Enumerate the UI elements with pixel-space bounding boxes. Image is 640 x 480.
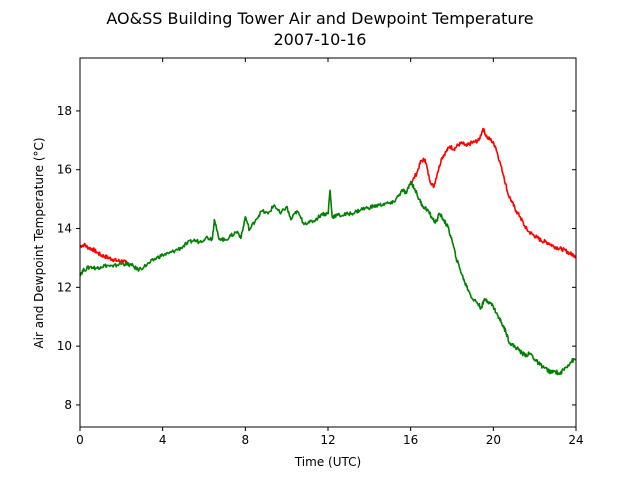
x-tick-label: 24 — [568, 433, 583, 447]
chart-subtitle: 2007-10-16 — [274, 30, 367, 49]
y-tick-label: 16 — [57, 163, 72, 177]
series-layer — [79, 127, 577, 376]
y-tick-label: 18 — [57, 104, 72, 118]
y-tick-label: 14 — [57, 222, 72, 236]
series-line-2 — [79, 180, 577, 376]
x-tick-label: 16 — [403, 433, 418, 447]
series-line-1 — [79, 127, 577, 266]
x-axis: 0 4 8 12 16 20 24 — [76, 58, 584, 447]
plot-frame — [79, 57, 577, 428]
y-tick-label: 10 — [57, 339, 72, 353]
x-tick-label: 12 — [320, 433, 335, 447]
y-tick-label: 12 — [57, 280, 72, 294]
x-tick-label: 20 — [486, 433, 501, 447]
chart-title: AO&SS Building Tower Air and Dewpoint Te… — [106, 9, 533, 28]
y-axis: 8 10 12 14 16 18 — [57, 104, 576, 412]
x-tick-label: 8 — [242, 433, 250, 447]
x-axis-label: Time (UTC) — [294, 455, 361, 469]
x-tick-label: 4 — [159, 433, 167, 447]
y-axis-label: Air and Dewpoint Temperature (°C) — [32, 137, 46, 348]
x-tick-label: 0 — [76, 433, 84, 447]
y-tick-label: 8 — [64, 398, 72, 412]
